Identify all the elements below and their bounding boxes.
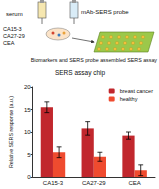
svg-text:10: 10 (24, 129, 31, 135)
svg-text:mAb-SERS probe: mAb-SERS probe (81, 9, 129, 15)
svg-text:CA15-3: CA15-3 (43, 180, 64, 186)
svg-text:Relative SERS response (a.u.): Relative SERS response (a.u.) (8, 96, 14, 168)
svg-text:CA27-29: CA27-29 (3, 33, 25, 39)
svg-text:CEA: CEA (128, 180, 140, 186)
svg-text:0: 0 (27, 174, 31, 180)
svg-text:CA15-3: CA15-3 (3, 26, 22, 32)
svg-text:15: 15 (24, 107, 31, 113)
svg-text:5: 5 (27, 152, 31, 158)
svg-text:breast cancer: breast cancer (120, 88, 153, 94)
svg-text:CA27-29: CA27-29 (82, 180, 106, 186)
svg-text:serum: serum (6, 11, 23, 17)
svg-text:healthy: healthy (120, 96, 138, 102)
svg-text:SERS assay chip: SERS assay chip (55, 69, 106, 77)
svg-text:Biomarkers and SERS probe asse: Biomarkers and SERS probe assembled SERS… (31, 57, 158, 63)
svg-text:CEA: CEA (3, 40, 15, 46)
svg-text:20: 20 (24, 84, 31, 90)
